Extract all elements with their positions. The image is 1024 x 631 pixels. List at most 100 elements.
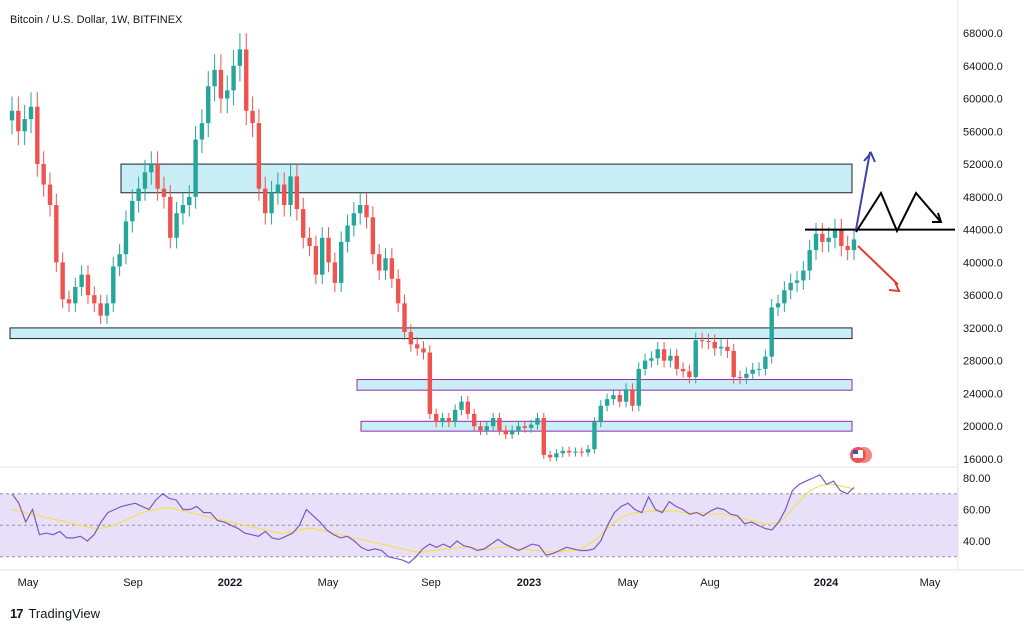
arrow-up-head — [863, 151, 876, 163]
arrow-up-line — [855, 151, 871, 230]
candle-body — [623, 389, 629, 402]
time-tick-label: 2022 — [218, 577, 242, 589]
price-tick-label: 44000.0 — [963, 225, 1003, 237]
candle-body — [421, 348, 426, 353]
candle-body — [680, 368, 686, 372]
candle-body — [547, 454, 553, 458]
rsi-tick-label: 80.00 — [963, 473, 991, 485]
candle-body — [168, 196, 173, 238]
rsi-tick-label: 60.00 — [963, 505, 991, 517]
tradingview-brand[interactable]: 17 TradingView — [10, 606, 100, 621]
candle-body — [351, 213, 357, 226]
candle-body — [731, 350, 736, 378]
candle-body — [668, 355, 673, 361]
candle-body — [661, 349, 667, 361]
candle-body — [244, 49, 249, 111]
candle-body — [446, 418, 452, 423]
candle-body — [775, 303, 781, 308]
candle-body — [484, 426, 490, 431]
candle-body — [218, 69, 224, 99]
candle-body — [541, 418, 546, 455]
time-axis: May Sep 2022 May Sep 2023 May Aug 2024 May — [18, 577, 941, 589]
rsi-axis: 80.00 60.00 40.00 — [963, 473, 991, 548]
candle-body — [307, 237, 312, 246]
candle-body — [617, 395, 622, 402]
candle-body — [149, 164, 154, 173]
candle-body — [478, 426, 483, 431]
candle-body — [592, 422, 597, 450]
candle-body — [598, 405, 603, 423]
time-tick-label: 2024 — [814, 577, 839, 589]
candle-body — [54, 205, 59, 263]
rsi-tick-label: 40.00 — [963, 536, 991, 548]
candle-body — [142, 172, 148, 189]
candle-body — [573, 451, 578, 453]
candle-body — [85, 274, 91, 296]
candle-body — [326, 237, 331, 263]
flag-icon — [850, 447, 872, 463]
candle-body — [535, 418, 540, 425]
candle-body — [604, 399, 610, 406]
candle-body — [699, 340, 705, 342]
drawings — [805, 151, 955, 293]
candle-body — [566, 450, 572, 453]
candle-body — [41, 164, 46, 185]
candle-body — [649, 358, 654, 361]
zones — [9, 163, 853, 432]
candle-body — [712, 341, 717, 349]
candle-body — [528, 424, 534, 428]
candle-body — [98, 303, 103, 316]
price-tick-label: 36000.0 — [963, 290, 1003, 302]
candle-body — [471, 413, 477, 427]
time-tick-label: May — [920, 577, 941, 589]
candle-body — [104, 303, 110, 316]
price-tick-label: 16000.0 — [963, 454, 1003, 466]
candle-body — [263, 188, 268, 214]
candle-body — [763, 356, 768, 369]
candle-body — [288, 176, 293, 206]
candle-body — [212, 69, 217, 87]
candle-body — [199, 123, 205, 140]
zone-4 — [360, 420, 853, 432]
candle-body — [794, 280, 800, 283]
candle-body — [47, 184, 53, 206]
time-tick-label: May — [318, 577, 339, 589]
candle-body — [503, 430, 509, 435]
candle-body — [237, 49, 243, 66]
candle-body — [807, 250, 812, 271]
candle-body — [769, 307, 774, 357]
time-tick-label: 2023 — [517, 577, 541, 589]
candle-body — [655, 349, 660, 359]
tradingview-logo-icon: 17 — [10, 606, 24, 621]
candle-body — [313, 246, 319, 275]
candle-body — [174, 213, 179, 238]
candle-body — [522, 426, 527, 428]
candle-body — [256, 123, 262, 189]
candle-body — [187, 196, 192, 206]
candle-body — [801, 270, 806, 281]
candle-body — [414, 344, 420, 349]
zone-2 — [9, 327, 853, 340]
candle-body — [718, 346, 724, 349]
candle-body — [826, 237, 831, 242]
candle-body — [636, 368, 641, 406]
arrow-down-head — [888, 281, 901, 293]
candle-body — [788, 282, 793, 291]
candle-body — [560, 450, 565, 454]
candle-body — [389, 258, 395, 279]
candle-body — [579, 451, 584, 453]
candle-body — [465, 401, 471, 414]
candle-body — [28, 106, 34, 120]
time-tick-label: Sep — [123, 577, 143, 589]
candle-body — [832, 229, 838, 238]
candle-body — [282, 184, 287, 206]
candle-body — [332, 262, 338, 283]
candle-body — [35, 106, 40, 165]
candle-body — [459, 401, 464, 410]
candle-body — [516, 426, 521, 431]
candle-body — [180, 205, 186, 214]
time-tick-label: Sep — [421, 577, 441, 589]
candle-body — [66, 299, 72, 304]
candle-body — [820, 233, 825, 242]
